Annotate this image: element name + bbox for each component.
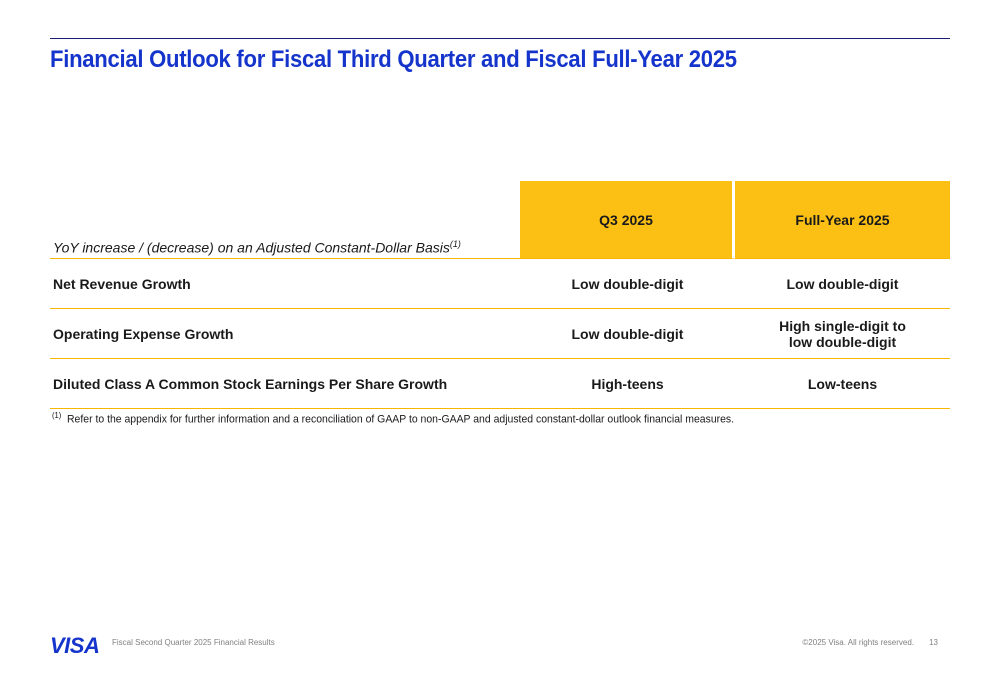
row-label-operating-expense: Operating Expense Growth <box>50 309 520 359</box>
cell-operating-expense-fy-line1: High single-digit to <box>779 317 906 334</box>
outlook-table: YoY increase / (decrease) on an Adjusted… <box>50 181 950 409</box>
footnote: (1) Refer to the appendix for further inf… <box>52 411 734 426</box>
footnote-marker: (1) <box>52 411 62 420</box>
cell-eps-growth-fy: Low-teens <box>735 359 950 409</box>
footnote-marker: (1) <box>449 239 461 250</box>
column-header-q3: Q3 2025 <box>520 181 735 259</box>
column-header-full-year: Full-Year 2025 <box>735 181 950 259</box>
cell-operating-expense-fy: High single-digit to low double-digit <box>735 309 950 359</box>
footer-caption: Fiscal Second Quarter 2025 Financial Res… <box>112 638 275 647</box>
visa-logo: VISA <box>50 633 100 658</box>
row-label-eps-growth: Diluted Class A Common Stock Earnings Pe… <box>50 359 520 409</box>
cell-net-revenue-q3: Low double-digit <box>520 259 735 309</box>
header-basis-text: YoY increase / (decrease) on an Adjusted… <box>53 240 450 256</box>
cell-operating-expense-q3: Low double-digit <box>520 309 735 359</box>
footer-copyright: ©2025 Visa. All rights reserved. <box>802 638 914 647</box>
cell-eps-growth-q3: High-teens <box>520 359 735 409</box>
row-label-net-revenue: Net Revenue Growth <box>50 259 520 309</box>
footnote-text: Refer to the appendix for further inform… <box>66 413 735 426</box>
top-divider <box>50 38 950 39</box>
page-title: Financial Outlook for Fiscal Third Quart… <box>50 46 737 73</box>
table-row: Operating Expense Growth Low double-digi… <box>50 309 950 359</box>
table-row: Net Revenue Growth Low double-digit Low … <box>50 259 950 309</box>
cell-operating-expense-fy-line2: low double-digit <box>788 333 897 350</box>
table-header-row: YoY increase / (decrease) on an Adjusted… <box>50 181 950 259</box>
page-number: 13 <box>929 638 938 647</box>
table-row: Diluted Class A Common Stock Earnings Pe… <box>50 359 950 409</box>
cell-net-revenue-fy: Low double-digit <box>735 259 950 309</box>
header-basis-label: YoY increase / (decrease) on an Adjusted… <box>50 181 520 259</box>
